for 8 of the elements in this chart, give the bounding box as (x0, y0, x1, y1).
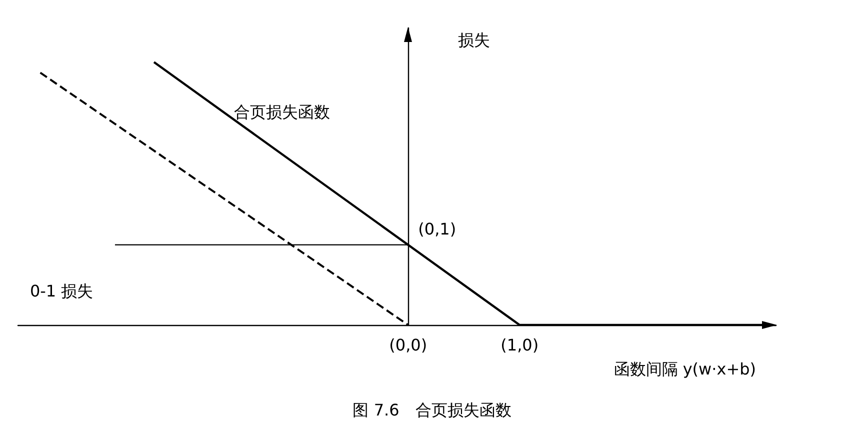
x-tick-label: (1,0) (500, 336, 539, 354)
y-axis-title: 损失 (458, 30, 490, 50)
x-axis-title: 函数间隔 y(w·x+b) (614, 360, 756, 378)
annotation: (0,1) (418, 219, 456, 238)
text: 0-1 损失 (30, 281, 94, 300)
x-tick-label: (0,0) (389, 336, 428, 354)
series-label: 合页损失函数 (234, 102, 330, 122)
caption: 图 7.6 合页损失函数 (352, 400, 512, 420)
